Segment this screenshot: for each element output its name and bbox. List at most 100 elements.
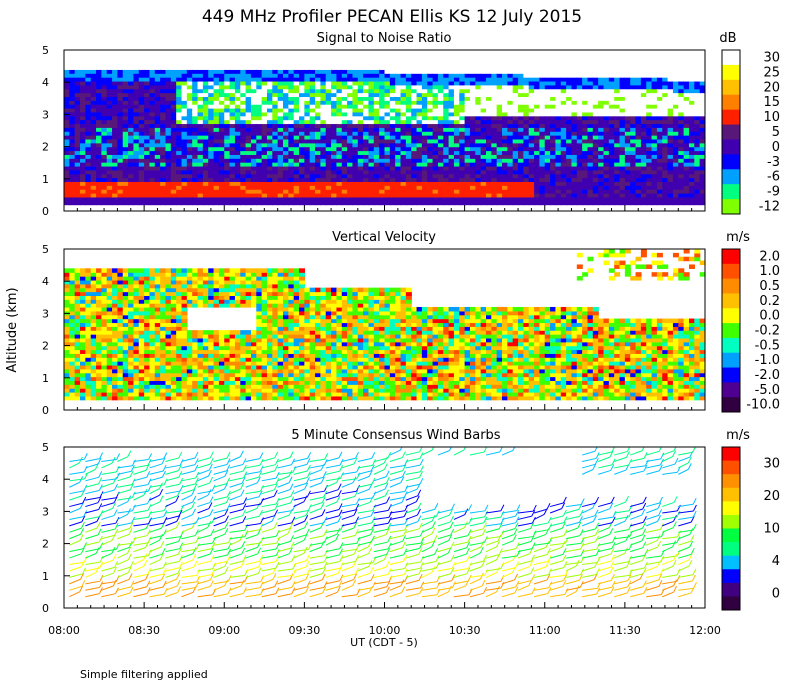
snr-cell — [218, 84, 225, 90]
snr-cell — [688, 131, 695, 136]
snr-cell — [405, 69, 412, 74]
snr-cell — [261, 80, 268, 86]
snr-cell — [651, 181, 658, 186]
snr-cell — [154, 61, 161, 67]
snr-cell — [266, 88, 273, 94]
snr-cell — [678, 162, 685, 167]
snr-cell — [459, 111, 466, 117]
velocity-cell — [64, 361, 70, 366]
snr-cell — [90, 181, 97, 186]
snr-cell — [656, 69, 663, 74]
snr-cell — [560, 115, 567, 121]
snr-cell — [646, 169, 653, 175]
snr-cell — [368, 96, 375, 101]
snr-cell — [566, 146, 573, 152]
snr-cell — [69, 146, 76, 152]
snr-cell — [96, 119, 103, 125]
snr-cell — [368, 196, 375, 202]
snr-cell — [608, 127, 615, 132]
snr-cell — [528, 80, 535, 86]
snr-cell — [363, 135, 370, 140]
snr-cell — [614, 192, 621, 198]
snr-cell — [475, 162, 482, 167]
snr-cell — [320, 61, 327, 67]
velocity-cell — [80, 341, 87, 347]
snr-cell — [528, 150, 535, 155]
snr-cell — [598, 119, 605, 125]
snr-cell — [662, 177, 669, 183]
snr-cell — [395, 115, 402, 121]
snr-cell — [277, 96, 284, 101]
snr-cell — [96, 50, 103, 55]
snr-cell — [624, 162, 631, 167]
snr-cell — [240, 57, 247, 63]
snr-cell — [619, 57, 626, 63]
snr-cell — [544, 150, 551, 155]
snr-cell — [592, 146, 599, 152]
snr-cell — [379, 88, 386, 94]
snr-cell — [144, 96, 151, 101]
snr-cell — [389, 154, 396, 159]
snr-cell — [80, 192, 87, 198]
snr-cell — [128, 73, 135, 78]
snr-cell — [325, 165, 332, 171]
snr-cell — [555, 104, 562, 109]
snr-cell — [448, 173, 455, 179]
snr-cell — [336, 57, 343, 63]
snr-cell — [432, 50, 439, 55]
snr-cell — [165, 127, 172, 132]
snr-cell — [598, 57, 605, 63]
snr-cell — [165, 131, 172, 136]
snr-cell — [283, 80, 290, 86]
velocity-cell — [64, 287, 70, 293]
snr-cell — [534, 173, 541, 179]
snr-cell — [389, 107, 396, 113]
snr-cell — [90, 69, 97, 74]
snr-cell — [491, 80, 498, 86]
snr-cell — [315, 104, 322, 109]
snr-cell — [560, 162, 567, 167]
velocity-cell — [64, 283, 70, 289]
snr-cell — [218, 115, 225, 121]
snr-cell — [480, 146, 487, 152]
snr-cell — [459, 69, 466, 74]
snr-cell — [598, 173, 605, 179]
snr-cell — [181, 111, 188, 117]
snr-cell — [389, 88, 396, 94]
snr-cell — [587, 57, 594, 63]
snr-cell — [603, 57, 610, 63]
snr-cell — [432, 135, 439, 140]
snr-cell — [421, 138, 428, 144]
snr-cell — [480, 104, 487, 109]
snr-cell — [256, 123, 263, 128]
snr-cell — [571, 73, 578, 78]
snr-cell — [656, 127, 663, 132]
snr-cell — [459, 146, 466, 152]
snr-cell — [384, 84, 391, 90]
snr-cell — [608, 181, 615, 186]
snr-cell — [299, 61, 306, 67]
snr-cell — [560, 69, 567, 74]
snr-cell — [496, 127, 503, 132]
snr-cell — [528, 189, 535, 194]
snr-cell — [678, 146, 685, 152]
snr-cell — [528, 196, 535, 202]
snr-cell — [485, 185, 492, 190]
snr-cell — [694, 127, 701, 132]
snr-cell — [550, 146, 557, 152]
snr-cell — [74, 69, 81, 74]
snr-cell — [74, 181, 81, 186]
snr-cell — [106, 73, 113, 78]
snr-cell — [587, 107, 594, 113]
snr-cell — [234, 150, 241, 155]
snr-cell — [192, 92, 199, 98]
snr-cell — [640, 154, 647, 159]
snr-cell — [85, 100, 92, 105]
snr-cell — [464, 111, 471, 117]
snr-cell — [688, 138, 695, 144]
snr-cell — [218, 104, 225, 109]
snr-cell — [122, 50, 129, 55]
snr-cell — [651, 200, 658, 206]
snr-cell — [74, 88, 81, 94]
snr-cell — [80, 135, 87, 140]
